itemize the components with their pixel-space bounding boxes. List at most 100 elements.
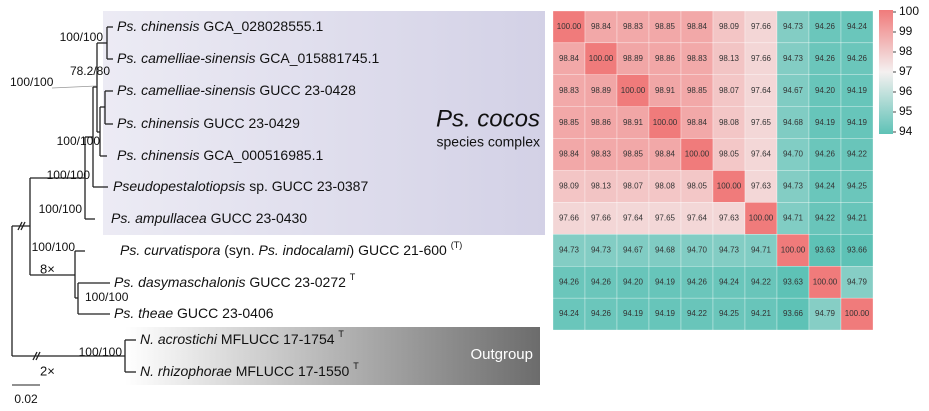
heatmap-cell <box>840 170 874 203</box>
colorbar-tick-label: 95 <box>899 104 913 118</box>
cell-value: 98.13 <box>591 182 612 191</box>
heatmap-cell <box>616 234 650 267</box>
taxon-label-part: (syn. <box>220 242 258 258</box>
taxon-label: Ps. camelliae-sinensis GCA_015881745.1 <box>117 50 379 66</box>
cell-value: 94.21 <box>847 213 868 222</box>
group-subtitle: species complex <box>437 134 541 150</box>
heatmap-cell <box>616 10 650 44</box>
heatmap-cell <box>648 297 682 331</box>
taxon-label-part: Ps. camelliae-sinensis <box>117 82 256 98</box>
taxon-label-part: Ps. chinensis <box>117 147 199 163</box>
cell-value: 98.84 <box>559 54 580 63</box>
cell-value: 98.08 <box>719 118 740 127</box>
heatmap-cell <box>616 170 650 203</box>
cell-value: 100.00 <box>749 213 774 222</box>
cell-value: 94.79 <box>815 309 836 318</box>
taxon-label-part: GUCC 23-0430 <box>207 210 308 226</box>
heatmap-cell <box>584 74 618 107</box>
cell-value: 94.68 <box>655 245 676 254</box>
group-background <box>103 11 545 235</box>
cell-value: 93.63 <box>815 245 836 254</box>
heatmap-cell <box>552 42 586 75</box>
heatmap-cell <box>712 266 746 299</box>
cell-value: 98.85 <box>687 86 708 95</box>
heatmap-cell <box>712 106 746 139</box>
cell-value: 94.26 <box>559 277 580 286</box>
cell-value: 94.71 <box>783 213 804 222</box>
cell-value: 98.05 <box>687 182 708 191</box>
support-label: 100/100 <box>39 202 83 216</box>
cell-value: 94.70 <box>687 245 708 254</box>
heatmap-cell <box>712 42 746 75</box>
heatmap-cell <box>584 170 618 203</box>
cell-value: 94.24 <box>719 277 740 286</box>
cell-value: 100.00 <box>589 54 614 63</box>
cell-value: 93.63 <box>783 277 804 286</box>
heatmap-cell <box>552 234 586 267</box>
cell-value: 100.00 <box>845 309 870 318</box>
cell-value: 94.70 <box>783 150 804 159</box>
heatmap-cell <box>776 106 810 139</box>
support-label: 100/100 <box>85 290 129 304</box>
heatmap-cell <box>744 74 778 107</box>
taxon-label-part: GUCC 23-0406 <box>173 305 274 321</box>
taxon-label: Ps. ampullacea GUCC 23-0430 <box>111 210 307 226</box>
colorbar-tick-label: 100 <box>899 4 919 18</box>
heatmap-cell <box>616 297 650 331</box>
heatmap-cell <box>776 234 810 267</box>
cell-value: 94.26 <box>687 277 708 286</box>
heatmap-cell <box>552 202 586 235</box>
heatmap-cell <box>840 138 874 171</box>
taxon-label: Ps. chinensis GCA_000516985.1 <box>117 147 323 163</box>
taxon-label-part: T <box>350 272 356 282</box>
heatmap-cell <box>712 202 746 235</box>
heatmap-cell <box>808 234 842 267</box>
cell-value: 94.26 <box>815 22 836 31</box>
cell-value: 100.00 <box>781 245 806 254</box>
heatmap-cell <box>840 42 874 75</box>
taxon-label-part: Ps. chinensis <box>117 18 199 34</box>
cell-value: 97.66 <box>559 213 580 222</box>
taxon-label-part: MFLUCC 17-1754 <box>217 331 338 347</box>
cell-value: 98.13 <box>719 54 740 63</box>
cell-value: 94.68 <box>783 118 804 127</box>
taxon-label-part: sp. GUCC 23-0387 <box>245 178 368 194</box>
cell-value: 94.21 <box>751 309 772 318</box>
cell-value: 98.84 <box>655 150 676 159</box>
heatmap-cell <box>840 202 874 235</box>
taxon-label-part: Ps. curvatispora <box>120 242 221 258</box>
heatmap-cell <box>680 74 714 107</box>
cell-value: 94.25 <box>719 309 740 318</box>
break-label: 8× <box>40 261 55 276</box>
cell-value: 94.24 <box>815 182 836 191</box>
heatmap-cell <box>552 297 586 331</box>
heatmap-cell <box>808 266 842 299</box>
support-label: 100/100 <box>10 75 54 89</box>
heatmap-cell <box>776 170 810 203</box>
cell-value: 94.26 <box>815 54 836 63</box>
cell-value: 94.19 <box>847 86 868 95</box>
cell-value: 98.05 <box>719 150 740 159</box>
cell-value: 94.19 <box>655 309 676 318</box>
taxon-label-part: GCA_015881745.1 <box>256 50 380 66</box>
taxon-label-part: Ps. theae <box>114 305 173 321</box>
colorbar-tick-label: 99 <box>899 24 913 38</box>
colorbar <box>879 10 893 134</box>
taxon-label: Ps. chinensis GUCC 23-0429 <box>117 115 300 131</box>
taxon-label-part: Pseudopestalotiopsis <box>113 178 245 194</box>
support-label: 100/100 <box>60 30 104 44</box>
heatmap: 100.00 98.84 98.83 98.85 98.84 98.09 97.66 94.7… <box>552 10 874 331</box>
taxon-label-part: Ps. dasymaschalonis <box>114 274 246 290</box>
cell-value: 98.85 <box>559 118 580 127</box>
heatmap-cell <box>712 170 746 203</box>
heatmap-cell <box>680 170 714 203</box>
heatmap-cell <box>840 297 874 331</box>
cell-value: 94.26 <box>591 309 612 318</box>
cell-value: 98.84 <box>687 22 708 31</box>
cell-value: 98.07 <box>719 86 740 95</box>
heatmap-cell <box>648 266 682 299</box>
support-label: 100/100 <box>79 345 123 359</box>
cell-value: 94.19 <box>815 118 836 127</box>
heatmap-cell <box>808 138 842 171</box>
cell-value: 98.91 <box>623 118 644 127</box>
